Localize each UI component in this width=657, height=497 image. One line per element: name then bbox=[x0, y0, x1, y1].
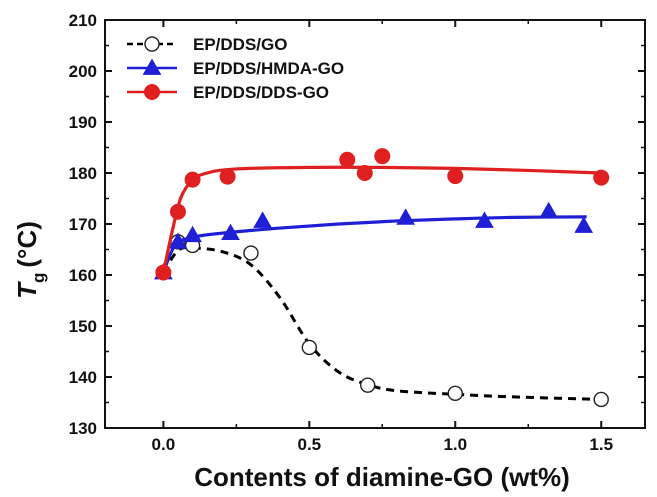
y-tick-label: 150 bbox=[69, 317, 97, 336]
y-tick-label: 130 bbox=[69, 419, 97, 438]
legend-label-ep-dds-hmda-go: EP/DDS/HMDA-GO bbox=[193, 59, 344, 78]
data-point-ep-dds-go bbox=[447, 385, 463, 402]
data-point-ep-dds-go bbox=[593, 391, 609, 408]
y-axis-title-main: T bbox=[12, 281, 42, 299]
legend-marker-ep-dds-hmda-go bbox=[142, 58, 162, 75]
series-line-ep-dds-dds-go bbox=[161, 165, 602, 273]
x-tick-label: 0.5 bbox=[298, 435, 322, 454]
data-point-ep-dds-dds-go bbox=[447, 168, 464, 185]
data-point-ep-dds-dds-go bbox=[374, 148, 391, 165]
data-point-ep-dds-dds-go bbox=[593, 169, 610, 186]
series-line-ep-dds-go bbox=[162, 246, 602, 401]
x-tick-label: 1.0 bbox=[443, 435, 467, 454]
legend: EP/DDS/GO EP/DDS/HMDA-GO EP/DDS/DDS-GO bbox=[127, 35, 344, 102]
legend-label-ep-dds-go: EP/DDS/GO bbox=[193, 35, 287, 54]
series-ep-dds-hmda-go bbox=[154, 201, 594, 280]
data-point-ep-dds-go bbox=[243, 245, 259, 261]
data-point-ep-dds-hmda-go bbox=[253, 211, 272, 228]
y-axis-title-unit: (°C) bbox=[12, 221, 42, 268]
x-tick-label: 1.5 bbox=[589, 435, 613, 454]
legend-marker-ep-dds-go bbox=[144, 36, 160, 52]
legend-marker-ep-dds-dds-go bbox=[144, 84, 160, 100]
y-tick-label: 160 bbox=[69, 266, 97, 285]
plot-frame bbox=[104, 19, 646, 429]
data-point-ep-dds-dds-go bbox=[339, 151, 356, 168]
data-point-ep-dds-dds-go bbox=[184, 171, 201, 188]
series-ep-dds-go bbox=[155, 234, 609, 408]
series-ep-dds-dds-go bbox=[155, 148, 610, 281]
data-point-ep-dds-hmda-go bbox=[574, 216, 594, 233]
y-axis-title-sub: g bbox=[29, 273, 48, 283]
ticks-group: 0.0 0.5 1.0 1.5 130 140 150 160 170 180 190 200 210 bbox=[69, 11, 645, 454]
data-point-ep-dds-dds-go bbox=[155, 264, 172, 281]
y-tick-label: 210 bbox=[69, 11, 97, 30]
data-point-ep-dds-dds-go bbox=[356, 165, 373, 181]
data-point-ep-dds-hmda-go bbox=[396, 208, 416, 225]
x-tick-label: 0.0 bbox=[152, 435, 176, 454]
data-point-ep-dds-go bbox=[301, 339, 318, 356]
x-axis-title: Contents of diamine-GO (wt%) bbox=[194, 462, 570, 492]
data-point-ep-dds-go bbox=[360, 377, 376, 393]
series-line-ep-dds-hmda-go bbox=[161, 215, 587, 274]
data-point-ep-dds-dds-go bbox=[169, 203, 186, 220]
legend-label-ep-dds-dds-go: EP/DDS/DDS-GO bbox=[193, 83, 329, 102]
y-tick-label: 200 bbox=[69, 62, 97, 81]
y-tick-label: 190 bbox=[69, 113, 97, 132]
data-point-ep-dds-hmda-go bbox=[183, 225, 202, 243]
series-group bbox=[154, 148, 610, 408]
data-point-ep-dds-dds-go bbox=[219, 168, 236, 185]
y-tick-label: 180 bbox=[69, 164, 97, 183]
data-point-ep-dds-hmda-go bbox=[168, 232, 188, 249]
data-point-ep-dds-hmda-go bbox=[539, 201, 559, 219]
plot-frame-group bbox=[104, 19, 646, 429]
data-point-ep-dds-hmda-go bbox=[475, 211, 494, 228]
y-tick-label: 140 bbox=[69, 368, 97, 387]
y-axis-title: Tg (°C) bbox=[12, 221, 48, 299]
y-tick-label: 170 bbox=[69, 215, 97, 234]
data-point-ep-dds-hmda-go bbox=[221, 223, 240, 241]
